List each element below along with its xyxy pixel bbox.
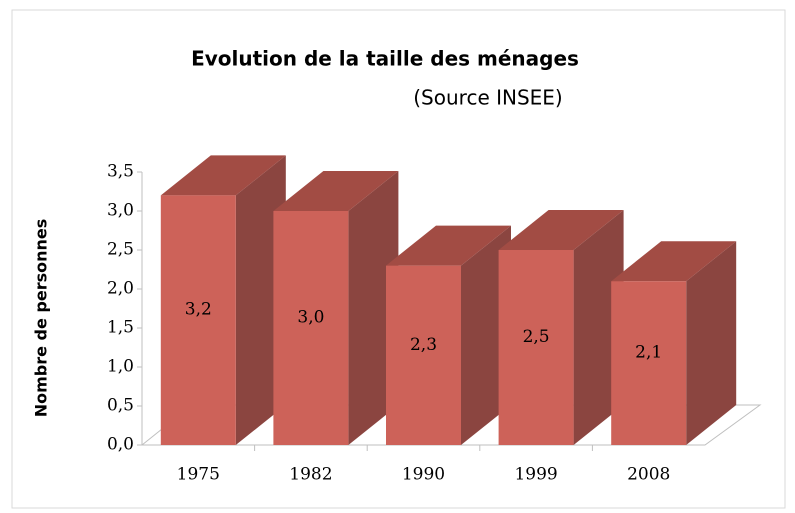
y-tick-label: 2,5 — [107, 240, 134, 260]
bar-top — [386, 225, 511, 266]
bar-top — [498, 210, 624, 250]
bar-front — [273, 211, 349, 445]
bar-top — [273, 171, 399, 211]
y-tick-label: 3,5 — [107, 162, 134, 182]
bar — [386, 225, 511, 445]
y-tick-label: 3,0 — [107, 201, 134, 221]
x-tick-label: 1982 — [289, 465, 332, 485]
bar — [611, 241, 737, 445]
bar — [273, 171, 399, 445]
value-label: 2,5 — [523, 327, 550, 347]
bar-top — [160, 155, 286, 196]
chart-subtitle: (Source INSEE) — [413, 86, 562, 110]
x-tick-label: 1999 — [514, 465, 557, 485]
value-label: 3,0 — [297, 308, 324, 328]
x-tick-label: 2008 — [627, 465, 670, 485]
bar-side — [573, 210, 624, 445]
bar-side — [348, 171, 399, 445]
bar-side — [461, 225, 511, 445]
x-tick-label: 1990 — [402, 465, 445, 485]
y-tick-label: 1,5 — [107, 318, 134, 338]
value-label: 2,1 — [635, 343, 662, 363]
x-tick-label: 1975 — [177, 465, 220, 485]
chart-title: Evolution de la taille des ménages — [191, 47, 579, 71]
bar-front — [611, 281, 687, 445]
bar-side — [235, 155, 286, 445]
y-tick-label: 0,0 — [107, 435, 134, 455]
bar-front — [386, 265, 461, 445]
y-tick-label: 1,0 — [107, 357, 134, 377]
bar-side — [686, 241, 737, 445]
bar — [160, 155, 286, 445]
y-tick-label: 0,5 — [107, 396, 134, 416]
y-tick-label: 2,0 — [107, 279, 134, 299]
bar-front — [498, 250, 574, 445]
bar — [498, 210, 624, 445]
bar-front — [160, 195, 236, 445]
value-label: 2,3 — [410, 335, 437, 355]
value-label: 3,2 — [185, 300, 212, 320]
y-axis-label: Nombre de personnes — [32, 219, 51, 418]
bar-top — [611, 241, 737, 282]
